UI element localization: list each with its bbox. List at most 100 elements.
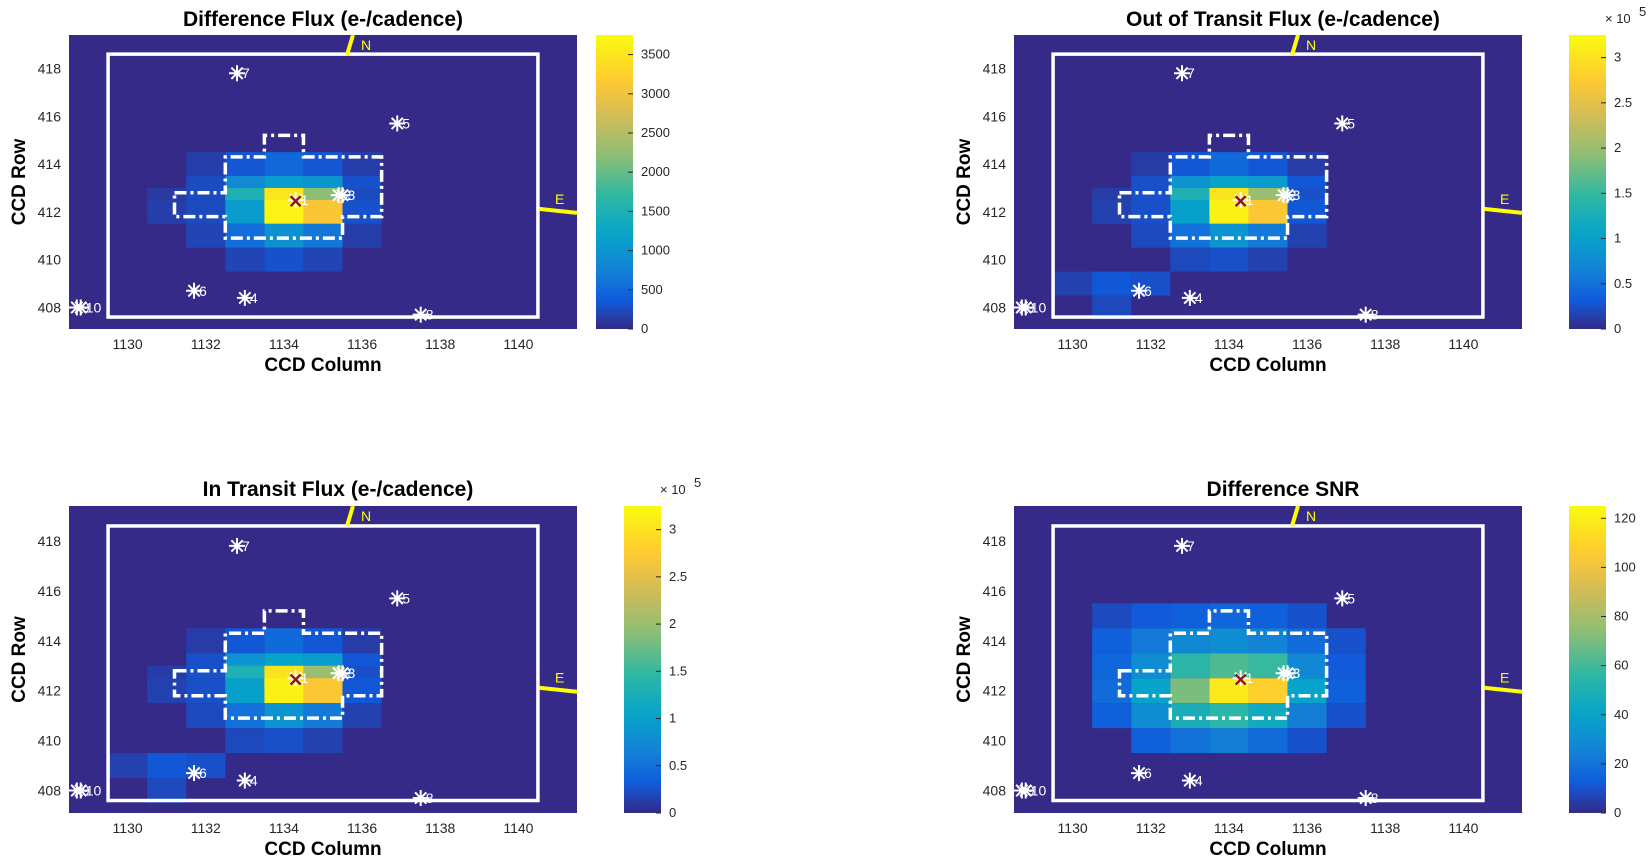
star-marker: 6 xyxy=(186,282,207,299)
x-axis-label: CCD Column xyxy=(1209,355,1326,376)
heatmap-cell xyxy=(1131,223,1171,248)
star-marker: 3 xyxy=(1279,187,1301,204)
heatmap-cell xyxy=(186,678,226,704)
colorbar-tick-label: 1 xyxy=(1614,231,1621,246)
star-label: 4 xyxy=(250,773,258,789)
star-marker: 3 xyxy=(334,187,356,204)
y-tick-label: 412 xyxy=(983,204,1007,220)
y-tick-label: 412 xyxy=(38,204,62,220)
colorbar-tick-label: 40 xyxy=(1614,707,1628,722)
heatmap-cell xyxy=(1248,678,1288,704)
heatmap-cell xyxy=(225,703,265,729)
y-tick-label: 408 xyxy=(38,783,62,799)
star-marker: 3 xyxy=(334,665,356,682)
heatmap-cell xyxy=(1131,176,1171,200)
star-marker: 6 xyxy=(186,765,207,782)
star-label: 7 xyxy=(1187,65,1195,81)
colorbar-tick-label: 500 xyxy=(641,282,663,297)
heatmap-cell xyxy=(1248,247,1288,272)
heatmap-cell xyxy=(1092,628,1132,654)
x-tick-label: 1136 xyxy=(1292,820,1322,836)
heatmap-cell xyxy=(1092,603,1132,629)
x-tick-label: 1136 xyxy=(347,820,377,836)
star-label: 7 xyxy=(242,538,250,554)
star-icon xyxy=(230,539,244,553)
y-tick-label: 410 xyxy=(983,733,1007,749)
heatmap-cell xyxy=(1170,728,1210,754)
star-label: 5 xyxy=(402,590,410,606)
heatmap-cell xyxy=(342,678,382,704)
east-label: E xyxy=(555,670,564,686)
y-tick-label: 412 xyxy=(983,683,1007,699)
y-tick-label: 412 xyxy=(38,683,62,699)
star-marker: 4 xyxy=(236,772,258,789)
star-marker: 8 xyxy=(1357,306,1379,323)
x-tick-label: 1132 xyxy=(191,820,221,836)
heatmap-cell xyxy=(1287,603,1327,629)
centroid-x-icon xyxy=(1234,195,1247,208)
star-icon xyxy=(1335,117,1349,130)
star-icon xyxy=(1175,539,1189,553)
heatmap-cell xyxy=(303,199,343,224)
heatmap-cell xyxy=(1131,728,1171,754)
north-label: N xyxy=(361,37,371,53)
mask-outline xyxy=(106,52,540,319)
star-label: 8 xyxy=(426,790,434,806)
heatmap-cell xyxy=(1287,223,1327,248)
star-label: 10 xyxy=(1031,299,1047,315)
colorbar-tick-label: 100 xyxy=(1614,559,1636,574)
heatmap-cell xyxy=(1092,678,1132,704)
x-tick-label: 1130 xyxy=(1058,336,1088,352)
heatmap-cell xyxy=(147,678,187,704)
heatmap-cell xyxy=(1209,247,1249,272)
colorbar-tick-label: 2500 xyxy=(641,125,670,140)
x-tick-label: 1140 xyxy=(503,820,533,836)
star-marker: 8 xyxy=(412,790,434,807)
star-label: 7 xyxy=(1187,538,1195,554)
heatmap-cell xyxy=(186,653,226,679)
y-tick-label: 408 xyxy=(38,299,62,315)
north-label: N xyxy=(361,508,371,524)
x-tick-label: 1140 xyxy=(1448,820,1478,836)
colorbar-tick-label: 0 xyxy=(669,805,676,820)
chart-title: Difference SNR xyxy=(1207,478,1360,501)
heatmap-cell xyxy=(1092,295,1132,320)
y-tick-label: 418 xyxy=(38,533,62,549)
x-tick-label: 1136 xyxy=(1292,336,1322,352)
heatmap-cell xyxy=(1209,199,1249,224)
chart-panel-2: 12345678910NE113011321134113611381140408… xyxy=(954,4,1646,376)
star-label: 10 xyxy=(86,783,102,799)
north-arrow xyxy=(1290,34,1300,56)
heatmap-cell xyxy=(1170,603,1210,629)
star-marker: 7 xyxy=(1174,65,1195,82)
star-icon xyxy=(414,308,428,322)
star-label: 6 xyxy=(1144,283,1152,299)
star-marker: 4 xyxy=(1181,289,1203,306)
mask-outline xyxy=(1051,52,1485,319)
heatmap-cell xyxy=(186,152,226,177)
chart-panel-3: 12345678910NE113011321134113611381140408… xyxy=(9,475,701,860)
heatmap-cell xyxy=(264,152,304,177)
heatmap-cell xyxy=(1209,728,1249,754)
heatmap-cell xyxy=(303,678,343,704)
heatmap-cell xyxy=(264,628,304,654)
heatmap-cell xyxy=(1326,653,1366,679)
heatmap-cell xyxy=(1170,678,1210,704)
aperture-outline xyxy=(172,609,384,720)
north-label: N xyxy=(1306,508,1316,524)
heatmap-cell xyxy=(1209,653,1249,679)
heatmap-cell xyxy=(1287,199,1327,224)
colorbar-tick-label: 2 xyxy=(1614,140,1621,155)
y-tick-label: 414 xyxy=(38,156,62,172)
heatmap-cell xyxy=(147,199,187,224)
y-axis-label: CCD Row xyxy=(954,616,975,703)
star-marker: 10 xyxy=(1017,299,1047,316)
heatmap-cell xyxy=(1131,628,1171,654)
heatmap-cell xyxy=(1209,223,1249,248)
colorbar xyxy=(1569,35,1606,329)
star-icon xyxy=(1281,666,1294,680)
colorbar-tick-label: 2.5 xyxy=(669,569,687,584)
star-label: 4 xyxy=(1195,290,1203,306)
y-tick-label: 416 xyxy=(983,583,1007,599)
star-marker: 10 xyxy=(72,782,102,799)
